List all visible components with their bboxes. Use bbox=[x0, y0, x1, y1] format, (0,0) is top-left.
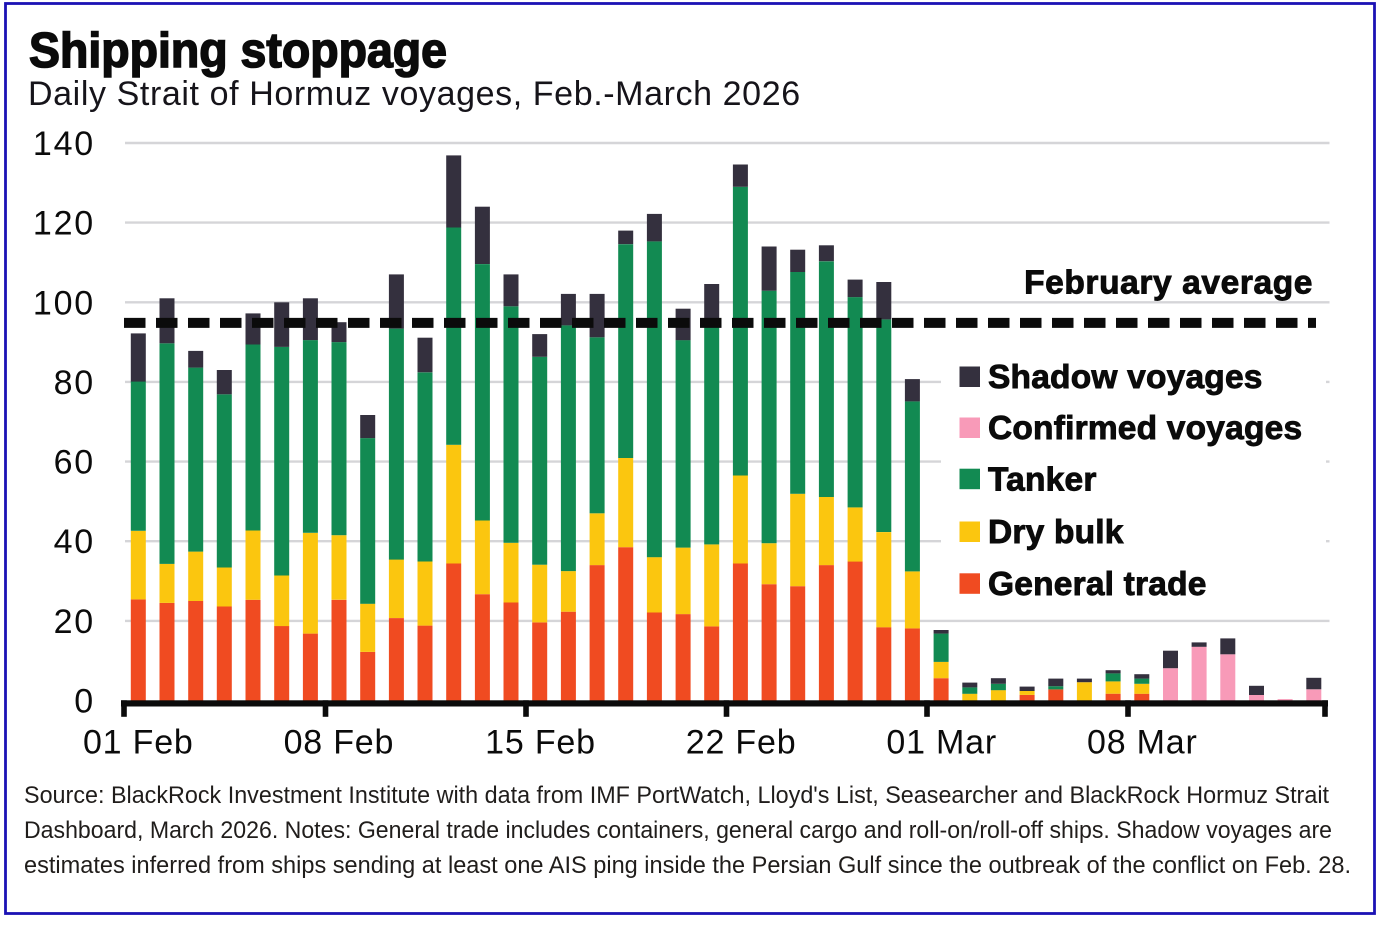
svg-text:Shipping stoppage: Shipping stoppage bbox=[29, 24, 447, 78]
svg-text:08 Mar: 08 Mar bbox=[1087, 724, 1198, 762]
svg-text:General trade: General trade bbox=[988, 566, 1207, 603]
svg-text:Dry bulk: Dry bulk bbox=[988, 514, 1124, 551]
svg-text:20: 20 bbox=[54, 603, 95, 641]
svg-text:40: 40 bbox=[54, 523, 95, 561]
svg-text:estimates inferred from ships: estimates inferred from ships sending at… bbox=[24, 852, 1351, 879]
svg-text:140: 140 bbox=[33, 125, 95, 163]
svg-text:February average: February average bbox=[1024, 265, 1313, 302]
svg-text:22 Feb: 22 Feb bbox=[686, 724, 797, 762]
svg-text:15 Feb: 15 Feb bbox=[485, 724, 596, 762]
svg-text:80: 80 bbox=[54, 364, 95, 402]
svg-text:Tanker: Tanker bbox=[988, 461, 1097, 498]
svg-text:08 Feb: 08 Feb bbox=[284, 724, 395, 762]
svg-text:100: 100 bbox=[33, 284, 95, 322]
svg-text:Shadow voyages: Shadow voyages bbox=[988, 359, 1263, 396]
svg-text:60: 60 bbox=[54, 444, 95, 482]
svg-text:Confirmed voyages: Confirmed voyages bbox=[988, 410, 1302, 447]
svg-text:Daily Strait of Hormuz voyages: Daily Strait of Hormuz voyages, Feb.-Mar… bbox=[28, 75, 801, 113]
svg-text:Dashboard, March 2026. Notes:: Dashboard, March 2026. Notes: General tr… bbox=[24, 817, 1332, 844]
svg-text:01 Feb: 01 Feb bbox=[83, 724, 194, 762]
svg-text:0: 0 bbox=[74, 683, 95, 721]
svg-text:Source: BlackRock Investment I: Source: BlackRock Investment Institute w… bbox=[24, 782, 1329, 809]
svg-text:120: 120 bbox=[33, 205, 95, 243]
svg-text:01 Mar: 01 Mar bbox=[886, 724, 997, 762]
